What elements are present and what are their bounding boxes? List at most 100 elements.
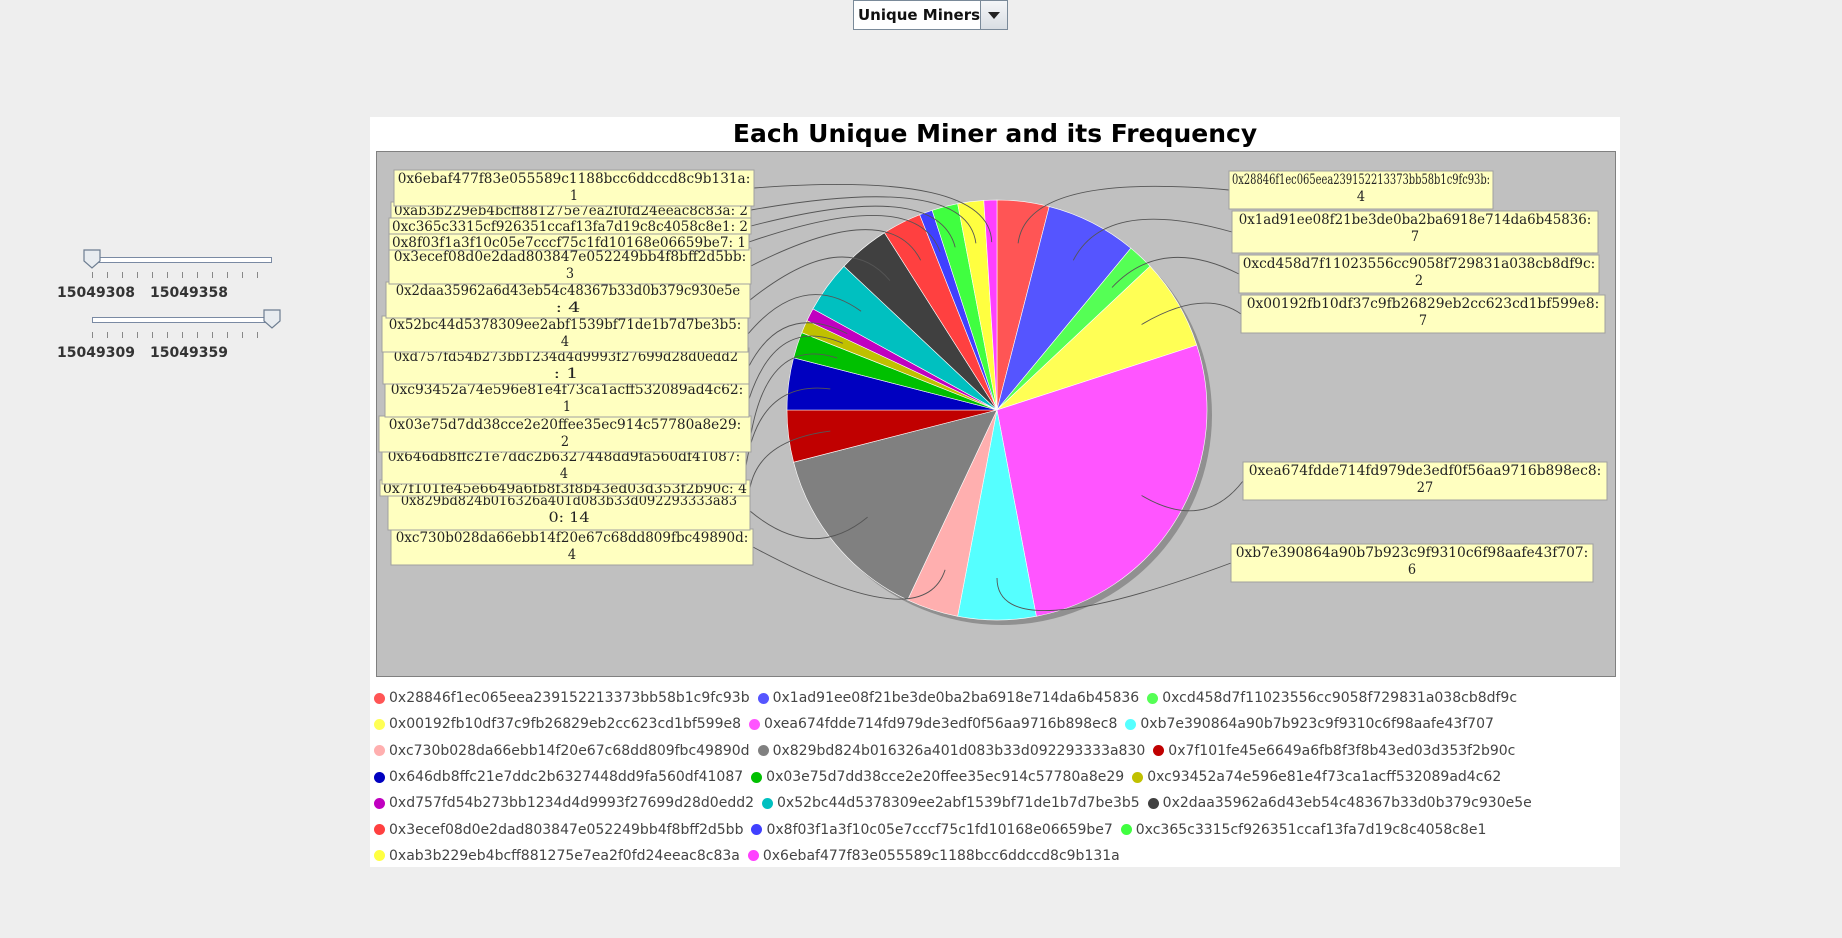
slice-label-box: [378, 415, 752, 453]
legend-label: 0xc365c3315cf926351ccaf13fa7d19c8c4058c8…: [1135, 821, 1487, 838]
slider-ticks: [92, 272, 272, 278]
label-link: [749, 430, 831, 489]
legend-label: 0x52bc44d5378309ee2abf1539bf71de1b7d7be3…: [777, 795, 1140, 812]
legend-item: 0xd757fd54b273bb1234d4d9993f27699d28d0ed…: [374, 795, 754, 811]
slice-label-text: 0x52bc44d5378309ee2abf1539bf71de1b7d7be3…: [389, 317, 742, 333]
legend-swatch-icon: [751, 771, 763, 783]
legend: 0x28846f1ec065eea239152213373bb58b1c9fc9…: [374, 685, 1619, 869]
slice-label-text: 2: [561, 434, 569, 450]
slice-label-box: [1228, 170, 1494, 210]
chart-type-dropdown[interactable]: Unique Miners: [853, 0, 1008, 30]
label-link: [996, 562, 1232, 612]
slice-label: 0x6ebaf477f83e055589c1188bcc6ddccd8c9b13…: [393, 169, 755, 207]
legend-swatch-icon: [747, 850, 759, 862]
slice-label-box: [1242, 461, 1608, 501]
label-link: [748, 322, 848, 367]
slice-label-text: 0x1ad91ee08f21be3de0ba2ba6918e714da6b458…: [1239, 212, 1592, 228]
label-link: [747, 294, 862, 335]
slice-label-text: 0x28846f1ec065eea239152213373bb58b1c9fc9…: [1232, 172, 1490, 188]
slice-label-text: 2: [1415, 273, 1423, 289]
slice-label-text: 0x03e75d7dd38cce2e20ffee35ec914c57780a8e…: [389, 417, 742, 433]
legend-swatch-icon: [749, 718, 761, 730]
slider-start-max-label: 15049358: [150, 285, 228, 301]
slice-label-box: [1231, 210, 1599, 254]
legend-item: 0x52bc44d5378309ee2abf1539bf71de1b7d7be3…: [762, 795, 1140, 811]
legend-swatch-icon: [1153, 745, 1165, 757]
legend-item: 0xea674fdde714fd979de3edf0f56aa9716b898e…: [749, 716, 1117, 732]
slice-label-box: [393, 169, 755, 207]
legend-swatch-icon: [1147, 797, 1159, 809]
slice-label-text: 0xc730b028da66ebb14f20e67c68dd809fbc4989…: [396, 530, 749, 546]
range-slider-start[interactable]: [83, 249, 272, 289]
slider-end-min-label: 15049309: [57, 345, 135, 361]
slice-label-text: 0x3ecef08d0e2dad803847e052249bb4f8bff2d5…: [394, 249, 747, 265]
legend-row: 0xd757fd54b273bb1234d4d9993f27699d28d0ed…: [374, 790, 1619, 816]
legend-item: 0xc730b028da66ebb14f20e67c68dd809fbc4989…: [374, 743, 750, 759]
chart-title: Each Unique Miner and its Frequency: [732, 119, 1258, 148]
legend-swatch-icon: [1120, 824, 1132, 836]
legend-label: 0xd757fd54b273bb1234d4d9993f27699d28d0ed…: [389, 795, 755, 812]
chevron-down-icon[interactable]: [980, 1, 1007, 29]
legend-item: 0x646db8ffc21e7ddc2b6327448dd9fa560df410…: [374, 769, 743, 785]
slice-label-box: [1230, 543, 1594, 583]
legend-label: 0xc730b028da66ebb14f20e67c68dd809fbc4989…: [389, 742, 750, 759]
legend-row: 0xc730b028da66ebb14f20e67c68dd809fbc4989…: [374, 738, 1619, 764]
chart-panel: Each Unique Miner and its Frequency 0x28…: [370, 117, 1620, 867]
legend-item: 0x2daa35962a6d43eb54c48367b33d0b379c930e…: [1147, 795, 1532, 811]
slice-label-text: 0xcd458d7f11023556cc9058f729831a038cb8df…: [1243, 256, 1596, 272]
pie-slice: [983, 199, 998, 411]
slice-label-box: [381, 447, 747, 485]
legend-item: 0x00192fb10df37c9fb26829eb2cc623cd1bf599…: [374, 716, 741, 732]
pie-slice: [793, 409, 998, 601]
slice-label-box: [382, 347, 750, 385]
legend-swatch-icon: [374, 824, 385, 836]
legend-item: 0x1ad91ee08f21be3de0ba2ba6918e714da6b458…: [757, 690, 1140, 707]
slice-label: 0xb7e390864a90b7b923c9f9310c6f98aafe43f7…: [1230, 543, 1594, 583]
legend-swatch-icon: [762, 797, 774, 809]
range-slider-end[interactable]: [92, 309, 281, 349]
slider-thumb[interactable]: [263, 309, 281, 329]
slice-label-text: : 1: [554, 366, 579, 382]
legend-label: 0x7f101fe45e6649a6fb8f3f8b43ed03d353f2b9…: [1168, 742, 1516, 759]
slice-label-box: [1240, 294, 1606, 334]
legend-swatch-icon: [1125, 718, 1137, 730]
label-link: [1111, 257, 1240, 288]
slice-label: 0xea674fdde714fd979de3edf0f56aa9716b898e…: [1242, 461, 1608, 501]
slice-label: 0x829bd824b016326a401d083b33d092293333a8…: [387, 491, 751, 531]
legend-label: 0x646db8ffc21e7ddc2b6327448dd9fa560df410…: [389, 769, 744, 786]
slice-label-text: 0xc365c3315cf926351ccaf13fa7d19c8c4058c8…: [392, 219, 748, 235]
legend-item: 0xb7e390864a90b7b923c9f9310c6f98aafe43f7…: [1125, 716, 1494, 732]
slice-label: 0x2daa35962a6d43eb54c48367b33d0b379c930e…: [385, 281, 751, 319]
legend-swatch-icon: [1147, 692, 1159, 704]
label-link: [748, 214, 941, 253]
slice-label: 0x646db8ffc21e7ddc2b6327448dd9fa560df410…: [381, 447, 747, 485]
slice-label-text: 0x7f101fe45e6649a6fb8f3f8b43ed03d353f2b9…: [383, 481, 747, 497]
legend-swatch-icon: [374, 745, 385, 757]
slice-label: 0x3ecef08d0e2dad803847e052249bb4f8bff2d5…: [388, 247, 752, 285]
legend-swatch-icon: [757, 745, 769, 757]
slice-label-text: 0x00192fb10df37c9fb26829eb2cc623cd1bf599…: [1247, 296, 1600, 312]
slice-label-text: 0xc93452a74e596e81e4f73ca1acff532089ad4c…: [391, 382, 744, 398]
slider-thumb[interactable]: [83, 249, 101, 269]
slice-label: 0x28846f1ec065eea239152213373bb58b1c9fc9…: [1228, 170, 1494, 210]
legend-item: 0x829bd824b016326a401d083b33d092293333a8…: [757, 743, 1145, 759]
slice-label-text: 0xea674fdde714fd979de3edf0f56aa9716b898e…: [1249, 463, 1602, 479]
slider-track: [92, 257, 272, 263]
legend-item: 0x28846f1ec065eea239152213373bb58b1c9fc9…: [374, 690, 750, 706]
label-link: [750, 353, 838, 435]
legend-item: 0x03e75d7dd38cce2e20ffee35ec914c57780a8e…: [751, 769, 1124, 785]
legend-row: 0xab3b229eb4bcff881275e7ea2f0fd24eeac8c8…: [374, 843, 1619, 869]
slice-label: 0xd757fd54b273bb1234d4d9993f27699d28d0ed…: [382, 347, 750, 385]
slice-label-text: 6: [1408, 562, 1416, 578]
slice-label-text: 7: [1411, 229, 1419, 245]
slice-label-text: 0x2daa35962a6d43eb54c48367b33d0b379c930e…: [396, 283, 740, 299]
legend-label: 0x28846f1ec065eea239152213373bb58b1c9fc9…: [389, 690, 750, 707]
legend-row: 0x646db8ffc21e7ddc2b6327448dd9fa560df410…: [374, 764, 1619, 790]
plot-area: 0x28846f1ec065eea239152213373bb58b1c9fc9…: [376, 151, 1616, 677]
slice-label: 0x52bc44d5378309ee2abf1539bf71de1b7d7be3…: [381, 315, 749, 353]
legend-swatch-icon: [751, 824, 763, 836]
slice-label-text: 0x8f03f1a3f10c05e7cccf75c1fd10168e06659b…: [392, 235, 746, 251]
legend-item: 0x3ecef08d0e2dad803847e052249bb4f8bff2d5…: [374, 822, 743, 838]
slice-label-box: [387, 491, 751, 531]
legend-label: 0x1ad91ee08f21be3de0ba2ba6918e714da6b458…: [772, 690, 1140, 707]
